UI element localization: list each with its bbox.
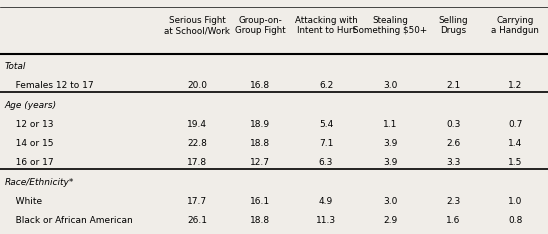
- Text: 1.1: 1.1: [383, 120, 398, 129]
- Text: 1.4: 1.4: [508, 139, 522, 148]
- Text: 17.7: 17.7: [187, 197, 207, 206]
- Text: Race/Ethnicity*: Race/Ethnicity*: [4, 178, 74, 186]
- Text: 6.3: 6.3: [319, 158, 333, 167]
- Text: 1.0: 1.0: [508, 197, 522, 206]
- Text: 7.1: 7.1: [319, 139, 333, 148]
- Text: 6.2: 6.2: [319, 81, 333, 90]
- Text: Females 12 to 17: Females 12 to 17: [7, 81, 94, 90]
- Text: Stealing
Something $50+: Stealing Something $50+: [353, 16, 427, 35]
- Text: Age (years): Age (years): [4, 101, 56, 110]
- Text: 4.9: 4.9: [319, 197, 333, 206]
- Text: 3.3: 3.3: [446, 158, 461, 167]
- Text: 20.0: 20.0: [187, 81, 207, 90]
- Text: 16 or 17: 16 or 17: [7, 158, 54, 167]
- Text: 3.0: 3.0: [383, 81, 398, 90]
- Text: 3.9: 3.9: [383, 158, 398, 167]
- Text: 2.1: 2.1: [446, 81, 461, 90]
- Text: 2.9: 2.9: [383, 216, 398, 225]
- Text: 0.8: 0.8: [508, 216, 522, 225]
- Text: 16.1: 16.1: [250, 197, 270, 206]
- Text: 12.7: 12.7: [250, 158, 270, 167]
- Text: 17.8: 17.8: [187, 158, 207, 167]
- Text: 5.4: 5.4: [319, 120, 333, 129]
- Text: 0.7: 0.7: [508, 120, 522, 129]
- Text: 2.3: 2.3: [446, 197, 461, 206]
- Text: Black or African American: Black or African American: [7, 216, 133, 225]
- Text: Total: Total: [4, 62, 26, 71]
- Text: 1.2: 1.2: [508, 81, 522, 90]
- Text: 11.3: 11.3: [316, 216, 336, 225]
- Text: 14 or 15: 14 or 15: [7, 139, 54, 148]
- Text: 2.6: 2.6: [446, 139, 461, 148]
- Text: Group-on-
Group Fight: Group-on- Group Fight: [235, 16, 286, 35]
- Text: Carrying
a Handgun: Carrying a Handgun: [491, 16, 539, 35]
- Text: 18.8: 18.8: [250, 216, 270, 225]
- Text: 16.8: 16.8: [250, 81, 270, 90]
- Text: Selling
Drugs: Selling Drugs: [438, 16, 469, 35]
- Text: 1.6: 1.6: [446, 216, 461, 225]
- Text: Serious Fight
at School/Work: Serious Fight at School/Work: [164, 16, 230, 35]
- Text: 19.4: 19.4: [187, 120, 207, 129]
- Text: 22.8: 22.8: [187, 139, 207, 148]
- Text: 1.5: 1.5: [508, 158, 522, 167]
- Text: 18.9: 18.9: [250, 120, 270, 129]
- Text: 12 or 13: 12 or 13: [7, 120, 54, 129]
- Text: 3.9: 3.9: [383, 139, 398, 148]
- Text: Attacking with
Intent to Hurt: Attacking with Intent to Hurt: [295, 16, 357, 35]
- Text: White: White: [7, 197, 42, 206]
- Text: 18.8: 18.8: [250, 139, 270, 148]
- Text: 0.3: 0.3: [446, 120, 461, 129]
- Text: 26.1: 26.1: [187, 216, 207, 225]
- Text: 3.0: 3.0: [383, 197, 398, 206]
